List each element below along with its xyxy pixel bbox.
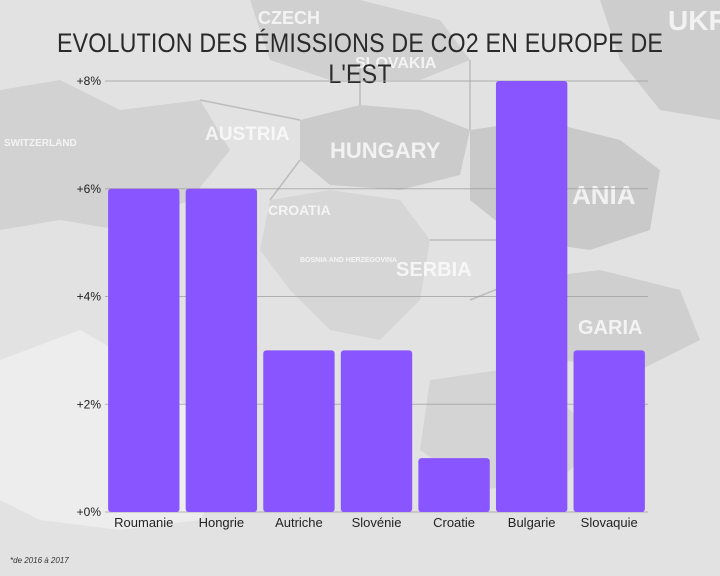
- y-axis-tick-labels: +0% +2% +4% +6% +8%: [77, 74, 102, 519]
- map-label-bosnia: BOSNIA AND HERZEGOVINA: [300, 257, 397, 264]
- bar-bulgarie: [495, 81, 568, 512]
- map-region-north: [250, 0, 470, 80]
- map-label-switzerland: SWITZERLAND: [4, 138, 77, 149]
- bar-autriche: [263, 350, 335, 512]
- map-label-croatia: CROATIA: [268, 202, 331, 218]
- footnote: *de 2016 à 2017: [10, 556, 69, 565]
- bar-croatie: [418, 458, 490, 512]
- map-label-serbia: SERBIA: [396, 259, 472, 281]
- bar-hongrie: [185, 188, 258, 512]
- bars: [108, 81, 645, 512]
- chart-title: EVOLUTION DES ÉMISSIONS DE CO2 EN EUROPE…: [56, 28, 664, 89]
- x-tick-label: Slovénie: [352, 515, 402, 530]
- map-label-slovakia: SLOVAKIA: [355, 55, 437, 72]
- map-label-hungary: HUNGARY: [330, 138, 441, 163]
- x-tick-label: Roumanie: [114, 515, 173, 530]
- bar-slov-nie: [340, 350, 413, 512]
- x-tick-label: Bulgarie: [508, 515, 556, 530]
- map-region-hungary: [300, 105, 470, 190]
- map-region-ukraine: [600, 0, 720, 120]
- x-tick-label: Autriche: [275, 515, 323, 530]
- y-tick-label: +6%: [77, 182, 102, 196]
- map-label-austria: AUSTRIA: [205, 124, 290, 145]
- y-tick-label: +4%: [77, 290, 102, 304]
- x-axis-tick-labels: Roumanie Hongrie Autriche Slovénie Croatie Bu…: [114, 515, 638, 530]
- map-label-romania: ANIA: [572, 180, 636, 210]
- x-tick-label: Slovaquie: [581, 515, 638, 530]
- y-tick-label: +8%: [77, 74, 102, 88]
- map-region-balkans: [260, 190, 430, 340]
- map-label-czech: CZECH: [258, 8, 320, 28]
- bar-slovaquie: [573, 350, 645, 512]
- y-tick-label: +2%: [77, 397, 102, 411]
- map-label-ukraine: UKR: [668, 5, 720, 36]
- x-tick-label: Croatie: [433, 515, 475, 530]
- bar-roumanie: [108, 188, 180, 512]
- y-tick-label: +0%: [77, 505, 102, 519]
- x-tick-label: Hongrie: [199, 515, 245, 530]
- map-label-bulgaria: GARIA: [578, 317, 642, 339]
